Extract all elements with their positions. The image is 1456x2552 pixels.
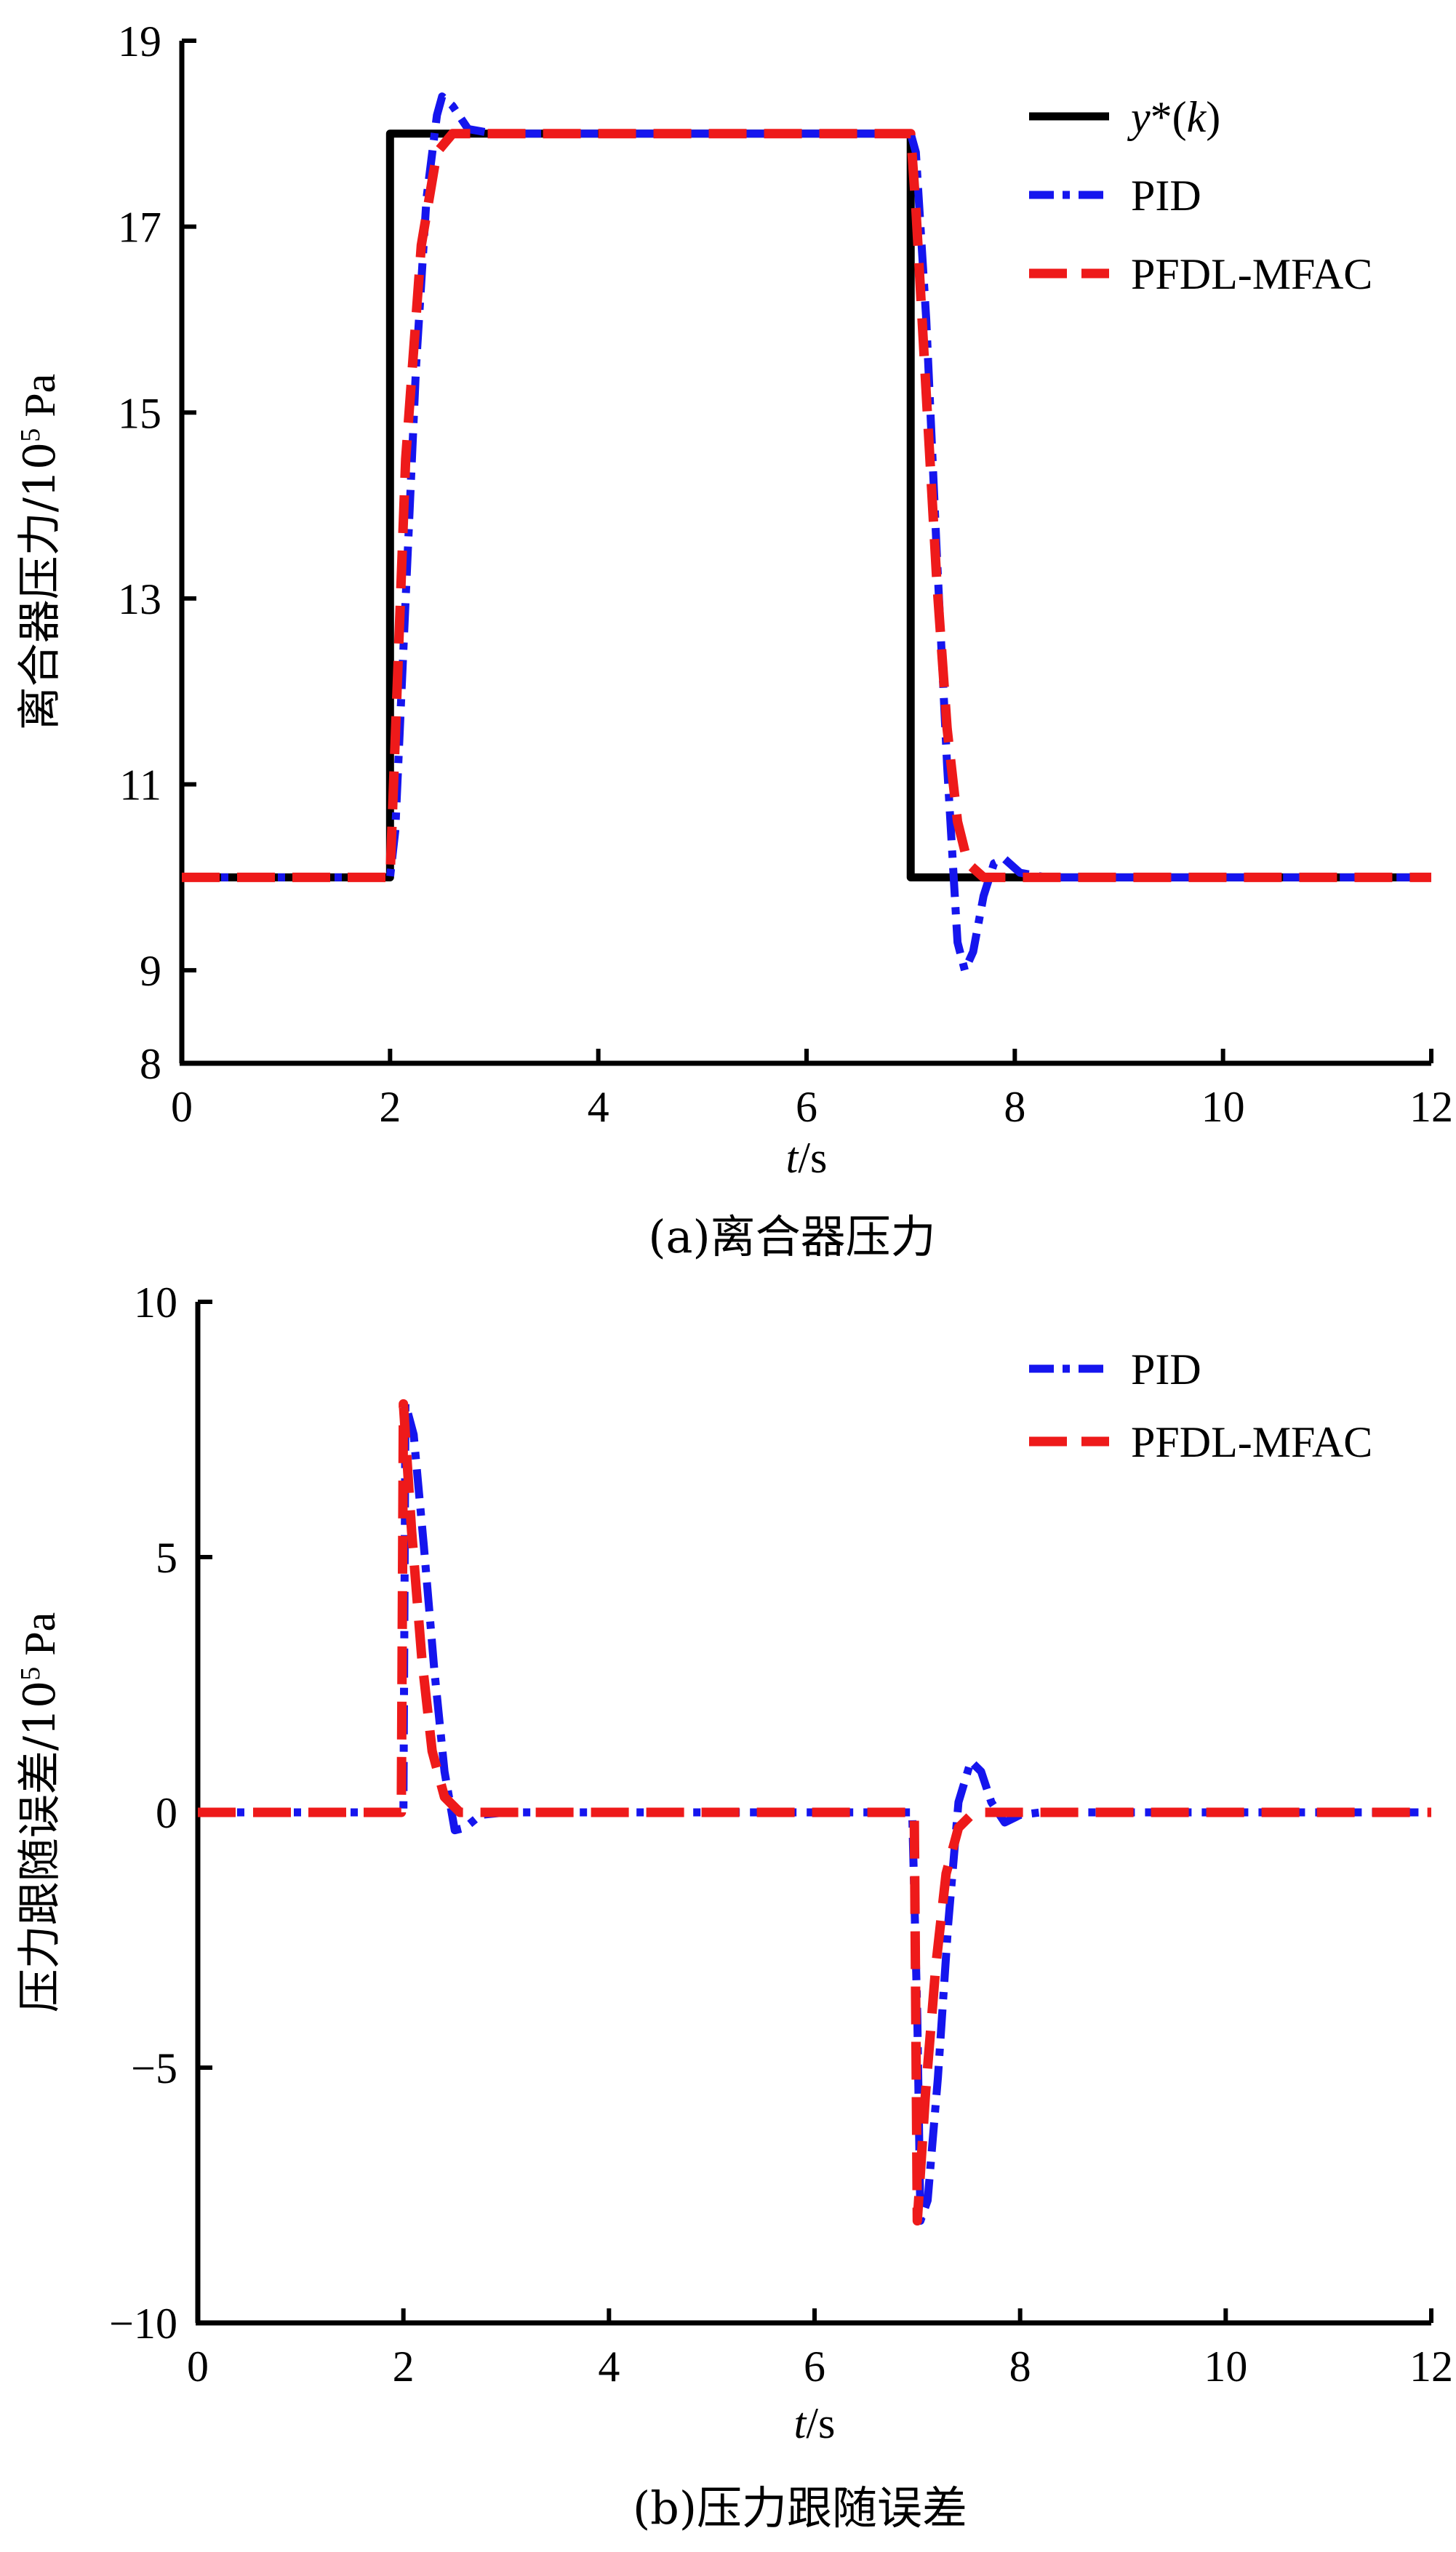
chart-caption: (a)离合器压力 — [648, 1210, 935, 1263]
x-tick-label: 4 — [598, 2343, 620, 2391]
y-axis-title: 离合器压力/105 Pa — [15, 374, 65, 731]
chart-pressure-error: 0 2 4 6 8 10 12 −10 −5 0 5 10 PID PFDL-MFAC t/s 压力跟随误差/… — [15, 1279, 1453, 2535]
y-tick-label: 19 — [118, 17, 161, 65]
y-tick-label: 15 — [118, 389, 161, 437]
legend-label: y*(k) — [1127, 93, 1220, 141]
series-line-2 — [182, 129, 1431, 882]
series-line-1 — [198, 1399, 1431, 2226]
y-tick-label: 11 — [119, 761, 161, 809]
legend-label: PFDL-MFAC — [1131, 1418, 1372, 1466]
legend-label: PFDL-MFAC — [1131, 250, 1372, 298]
x-tick-label: 12 — [1409, 2343, 1453, 2391]
y-tick-label: −5 — [131, 2044, 177, 2092]
y-tick-label: 8 — [140, 1040, 161, 1088]
x-tick-label: 2 — [379, 1083, 401, 1131]
y-tick-label: 10 — [134, 1279, 177, 1327]
series-line-1 — [182, 92, 1431, 975]
x-tick-label: 8 — [1004, 1083, 1025, 1131]
x-tick-label: 10 — [1201, 1083, 1245, 1131]
x-tick-label: 2 — [393, 2343, 415, 2391]
y-tick-label: 0 — [156, 1789, 177, 1837]
y-tick-label: 13 — [118, 575, 161, 623]
x-axis-title: t/s — [786, 1134, 828, 1182]
x-tick-label: 12 — [1409, 1083, 1453, 1131]
x-tick-label: 4 — [588, 1083, 609, 1131]
y-tick-label: 9 — [140, 947, 161, 995]
x-axis-title: t/s — [794, 2399, 836, 2447]
x-tick-label: 6 — [804, 2343, 825, 2391]
chart-clutch-pressure: 0 2 4 6 8 10 12 8 9 11 13 15 17 19 y*(k) PID PFDL-MFAC t/… — [15, 17, 1453, 1263]
x-tick-label: 8 — [1009, 2343, 1031, 2391]
x-tick-label: 6 — [796, 1083, 817, 1131]
x-tick-label: 0 — [171, 1083, 193, 1131]
legend-label: PID — [1131, 1345, 1201, 1393]
y-tick-label: 5 — [156, 1534, 177, 1582]
legend-label: PID — [1131, 172, 1201, 220]
chart-caption: (b)压力跟随误差 — [633, 2481, 967, 2535]
x-tick-label: 0 — [187, 2343, 209, 2391]
x-tick-label: 10 — [1204, 2343, 1247, 2391]
y-axis-title: 压力跟随误差/105 Pa — [15, 1612, 65, 2013]
y-tick-label: −10 — [109, 2300, 177, 2348]
series-line-0 — [182, 129, 1431, 881]
y-tick-label: 17 — [118, 204, 161, 252]
